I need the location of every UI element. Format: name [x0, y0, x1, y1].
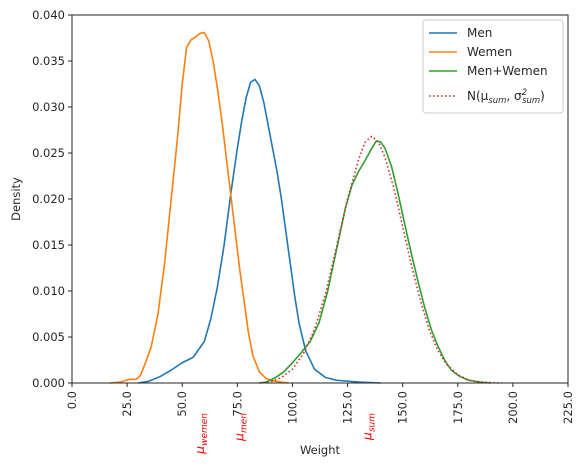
legend: Men Wemen Men+Wemen N(μsum, σ2 sum) [422, 19, 564, 114]
x-tick-label: 225.0 [561, 391, 575, 424]
x-tick-label: 200.0 [506, 391, 520, 424]
series-layer [109, 31, 502, 384]
mu-subscript: wemen [200, 413, 210, 446]
mu-symbol: μ [192, 446, 207, 455]
series-line-1 [109, 31, 289, 384]
x-tick-label: 50.0 [175, 391, 189, 417]
plot-frame [71, 14, 569, 384]
x-tick-label: 175.0 [451, 391, 465, 424]
legend-label-2: Men+Wemen [467, 64, 548, 78]
x-tick-label: 25.0 [120, 391, 134, 417]
x-axis-ticks: 0.0 25.0 50.0 75.0 100.0 125.0 150.0 175.0 200.0… [65, 383, 575, 424]
y-tick-label: 0.005 [32, 330, 65, 344]
y-tick-label: 0.030 [32, 100, 65, 114]
legend-label-0: Men [467, 26, 492, 40]
series-line-3 [259, 135, 502, 384]
legend-box [422, 19, 564, 114]
x-tick-label: 0.0 [65, 391, 79, 409]
mu-symbol: μ [359, 432, 374, 441]
y-tick-label: 0.015 [32, 238, 65, 252]
y-tick-label: 0.025 [32, 146, 65, 160]
x-tick-label: 150.0 [396, 391, 410, 424]
x-tick-label: 75.0 [230, 391, 244, 417]
mu-annotation-wemen: μwemen [192, 413, 210, 455]
x-tick-label: 100.0 [285, 391, 299, 424]
mu-annotation-sum: μsum [359, 413, 377, 441]
mu-symbol: μ [232, 433, 247, 442]
y-tick-label: 0.000 [32, 376, 65, 390]
mu-subscript: men [240, 413, 250, 433]
legend-label-1: Wemen [467, 45, 512, 59]
y-tick-label: 0.020 [32, 192, 65, 206]
x-tick-label: 125.0 [341, 391, 355, 424]
mu-annotation-men: μmen [232, 413, 250, 442]
series-line-0 [137, 78, 381, 384]
series-line-2 [259, 140, 491, 384]
y-tick-label: 0.040 [32, 8, 65, 22]
x-axis-label: Weight [300, 443, 341, 457]
legend-label-3: N(μsum, σ2 sum) [467, 88, 545, 106]
y-tick-label: 0.035 [32, 54, 65, 68]
mu-subscript: sum [367, 413, 377, 432]
y-axis-label: Density [9, 177, 23, 221]
y-tick-label: 0.010 [32, 284, 65, 298]
y-axis-ticks: 0.000 0.005 0.010 0.015 0.020 0.025 0.030 0.035… [32, 8, 72, 390]
